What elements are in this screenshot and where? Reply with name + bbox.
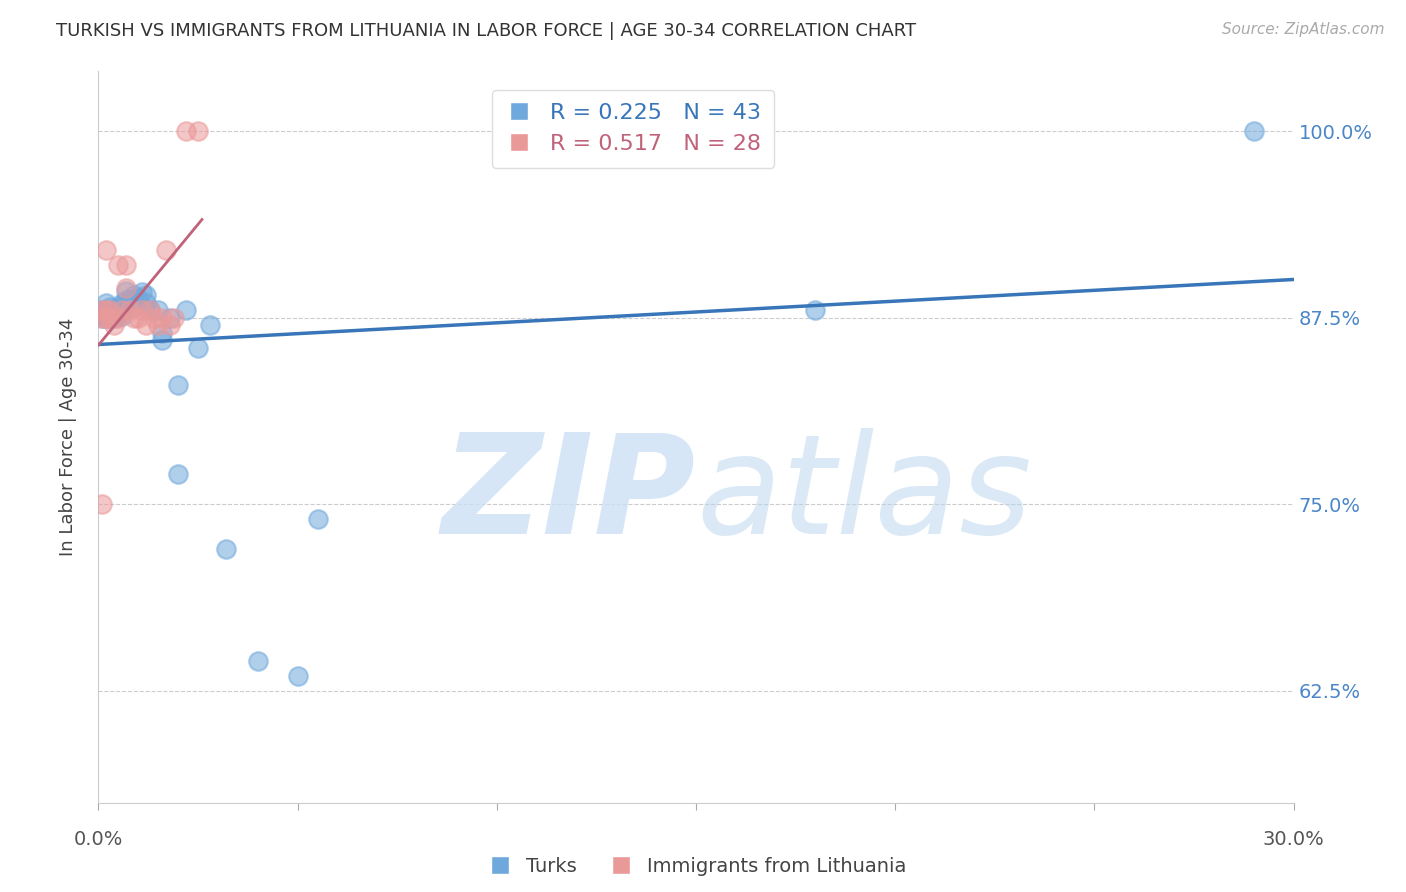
Point xyxy=(96,310,118,325)
Point xyxy=(174,303,197,318)
Point xyxy=(98,309,122,323)
Text: TURKISH VS IMMIGRANTS FROM LITHUANIA IN LABOR FORCE | AGE 30-34 CORRELATION CHAR: TURKISH VS IMMIGRANTS FROM LITHUANIA IN … xyxy=(56,22,917,40)
Point xyxy=(167,467,190,482)
Point xyxy=(150,333,173,347)
Point xyxy=(103,318,125,332)
Point xyxy=(124,288,146,302)
Point xyxy=(115,259,138,273)
Point xyxy=(115,281,138,295)
Point xyxy=(155,244,177,258)
Point xyxy=(91,497,114,511)
Point xyxy=(111,303,134,318)
Point xyxy=(120,303,142,318)
Point xyxy=(98,303,122,318)
Point xyxy=(131,285,153,300)
Y-axis label: In Labor Force | Age 30-34: In Labor Force | Age 30-34 xyxy=(59,318,77,557)
Point xyxy=(804,303,827,318)
Point xyxy=(131,303,153,318)
Point xyxy=(91,310,114,325)
Point xyxy=(96,295,118,310)
Point xyxy=(187,124,209,138)
Point xyxy=(91,303,114,318)
Point xyxy=(107,300,129,314)
Text: atlas: atlas xyxy=(696,428,1032,563)
Point xyxy=(107,259,129,273)
Point xyxy=(98,303,122,318)
Point xyxy=(150,310,173,325)
Point xyxy=(96,303,118,318)
Point xyxy=(150,326,173,340)
Point xyxy=(91,310,114,325)
Point xyxy=(91,306,114,320)
Legend: Turks, Immigrants from Lithuania: Turks, Immigrants from Lithuania xyxy=(478,849,914,884)
Point xyxy=(115,293,138,307)
Point xyxy=(187,341,209,355)
Point xyxy=(135,295,157,310)
Text: 30.0%: 30.0% xyxy=(1263,830,1324,848)
Point xyxy=(135,288,157,302)
Point xyxy=(174,124,197,138)
Point xyxy=(135,318,157,332)
Point xyxy=(159,318,181,332)
Point xyxy=(111,303,134,318)
Point xyxy=(1243,124,1265,138)
Point xyxy=(139,303,162,318)
Text: Source: ZipAtlas.com: Source: ZipAtlas.com xyxy=(1222,22,1385,37)
Point xyxy=(96,310,118,325)
Point xyxy=(124,300,146,314)
Point xyxy=(127,291,149,305)
Point xyxy=(139,303,162,318)
Point xyxy=(98,300,122,314)
Point xyxy=(103,303,125,318)
Point xyxy=(198,318,221,332)
Point xyxy=(307,512,329,526)
Point xyxy=(107,308,129,322)
Point xyxy=(124,310,146,325)
Point xyxy=(96,244,118,258)
Point xyxy=(111,295,134,310)
Point xyxy=(287,669,309,683)
Point xyxy=(115,284,138,298)
Point xyxy=(96,303,118,318)
Point xyxy=(111,309,134,323)
Point xyxy=(215,542,238,557)
Point xyxy=(143,310,166,325)
Point xyxy=(120,293,142,307)
Point xyxy=(103,310,125,325)
Text: ZIP: ZIP xyxy=(441,428,696,563)
Point xyxy=(148,318,170,332)
Point xyxy=(96,310,118,325)
Point xyxy=(167,377,190,392)
Point xyxy=(98,310,122,325)
Text: 0.0%: 0.0% xyxy=(73,830,124,848)
Point xyxy=(127,310,149,325)
Point xyxy=(163,310,186,325)
Point xyxy=(98,310,122,325)
Point xyxy=(91,303,114,318)
Point xyxy=(159,310,181,325)
Point xyxy=(246,654,269,668)
Point xyxy=(107,310,129,325)
Point xyxy=(148,303,170,318)
